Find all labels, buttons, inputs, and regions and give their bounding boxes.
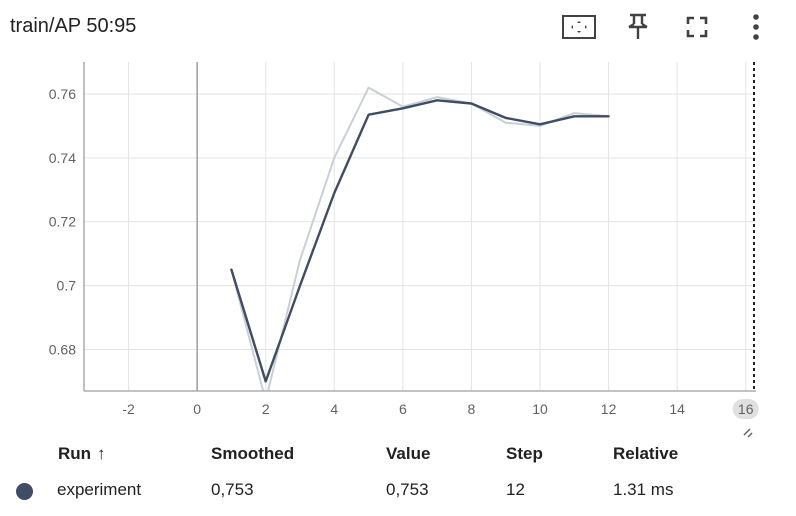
step-value: 12 [506, 480, 525, 499]
column-header-smoothed: Smoothed [211, 444, 295, 463]
chart-toolbar [540, 8, 776, 46]
more-options-button[interactable] [736, 8, 776, 46]
resize-handle-icon[interactable] [743, 428, 753, 438]
x-tick-label: 6 [399, 401, 407, 417]
x-tick-label: 0 [193, 401, 201, 417]
y-tick-label: 0.76 [49, 86, 76, 102]
series-line-raw [230, 86, 610, 391]
smoothed-value: 0,753 [211, 480, 254, 499]
x-tick-label: 10 [532, 401, 548, 417]
x-tick-label: -2 [122, 401, 135, 417]
chart-title: train/AP 50:95 [10, 15, 137, 37]
chart-grid [84, 62, 756, 391]
x-tick-label: 2 [262, 401, 270, 417]
chart-series [230, 86, 610, 391]
run-name: experiment [57, 480, 142, 499]
x-tick-label: 16 [738, 401, 754, 417]
column-header-step: Step [506, 444, 543, 463]
chart-tick-labels: -2 0 2 4 6 8 10 12 14 16 0.68 0.7 0.72 0.74 0.76 [49, 86, 759, 419]
run-table: Run ↑ Smoothed Value Step Relative experi… [0, 436, 796, 516]
pin-button[interactable] [618, 8, 658, 46]
column-header-run[interactable]: Run ↑ [58, 444, 106, 463]
pin-icon [628, 13, 648, 39]
fullscreen-button[interactable] [677, 8, 717, 46]
y-tick-label: 0.72 [49, 214, 76, 230]
x-tick-label: 14 [669, 401, 685, 417]
relative-time: 1.31 ms [613, 480, 674, 499]
fit-domain-icon [562, 15, 596, 39]
x-tick-label: 12 [601, 401, 617, 417]
x-tick-label: 8 [468, 401, 476, 417]
chart-axes [83, 62, 756, 392]
run-color-swatch [16, 483, 33, 500]
more-vert-icon [753, 14, 759, 40]
series-line-smoothed [230, 99, 610, 383]
sort-ascending-icon: ↑ [97, 444, 106, 463]
column-header-value: Value [386, 444, 431, 463]
raw-value: 0,753 [386, 480, 429, 499]
line-chart[interactable]: -2 0 2 4 6 8 10 12 14 16 0.68 0.7 0.72 0.74 0.76 [0, 50, 796, 440]
y-tick-label: 0.74 [49, 150, 76, 166]
x-tick-highlight [732, 399, 759, 419]
fit-domain-button[interactable] [559, 8, 599, 46]
x-tick-label: 4 [330, 401, 338, 417]
y-tick-label: 0.68 [49, 341, 76, 357]
column-header-relative: Relative [613, 444, 679, 463]
y-tick-label: 0.7 [57, 278, 77, 294]
fullscreen-icon [686, 16, 708, 38]
